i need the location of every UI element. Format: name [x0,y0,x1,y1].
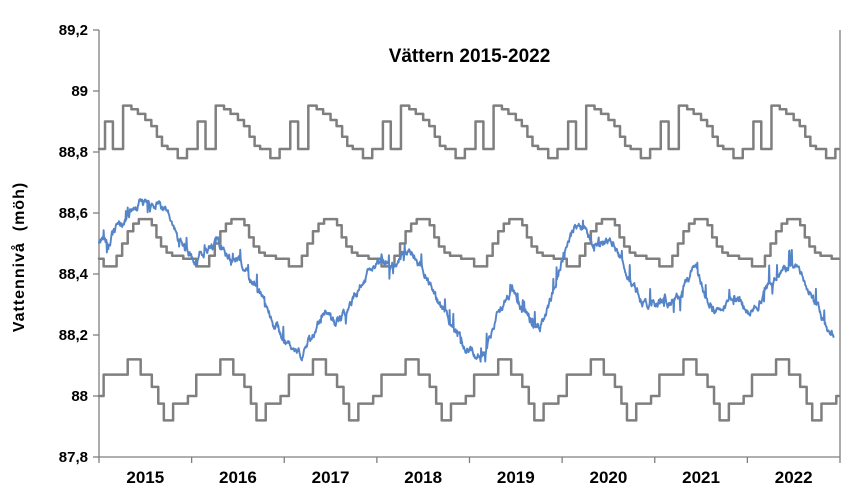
series-upper-regulation-limit-line [97,104,840,160]
series-observed-water-level-line [98,198,835,363]
x-tick-label: 2019 [497,468,535,487]
y-tick-label: 88,6 [59,205,88,222]
x-tick-label: 2016 [219,468,257,487]
series-lower-regulation-limit-line [97,358,840,422]
x-tick-label: 2015 [126,468,164,487]
series-middle-reference-level-line [97,217,840,268]
x-tick-label: 2020 [590,468,628,487]
y-tick-label: 88,4 [59,266,89,283]
x-tick-label: 2022 [775,468,813,487]
x-tick-label: 2017 [312,468,350,487]
y-tick-label: 89 [71,83,88,100]
y-axis-title: Vattennivå (möh) [11,181,28,333]
chart-title: Vättern 2015-2022 [388,46,551,67]
y-tick-label: 88,8 [59,144,88,161]
x-tick-label: 2018 [404,468,442,487]
y-tick-label: 88 [71,388,88,405]
x-tick-label: 2021 [682,468,720,487]
y-tick-label: 89,2 [59,22,88,39]
y-tick-label: 87,8 [59,449,88,466]
y-tick-label: 88,2 [59,327,88,344]
